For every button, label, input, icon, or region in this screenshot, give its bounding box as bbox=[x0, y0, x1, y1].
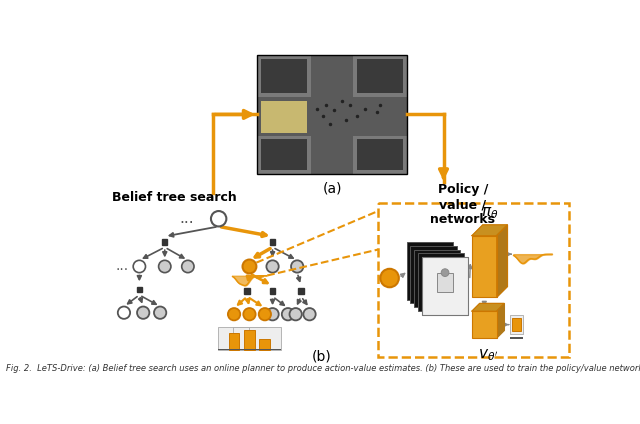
Bar bbox=[249, 349, 281, 350]
Bar bbox=[414, 250, 460, 307]
Circle shape bbox=[291, 260, 303, 273]
Bar bbox=[422, 257, 468, 315]
Bar bbox=[270, 239, 275, 245]
Text: Belief tree search: Belief tree search bbox=[111, 191, 236, 204]
Circle shape bbox=[380, 269, 399, 287]
Circle shape bbox=[159, 260, 171, 273]
Circle shape bbox=[137, 307, 149, 319]
Circle shape bbox=[266, 308, 279, 321]
Circle shape bbox=[243, 308, 255, 321]
Bar bbox=[357, 139, 403, 170]
Polygon shape bbox=[472, 304, 504, 311]
Bar bbox=[418, 254, 464, 311]
Bar bbox=[244, 288, 250, 294]
Bar bbox=[137, 287, 142, 292]
Bar bbox=[234, 326, 266, 350]
Bar bbox=[511, 338, 523, 339]
Text: ...: ... bbox=[179, 211, 194, 226]
Circle shape bbox=[118, 307, 130, 319]
Text: (a): (a) bbox=[323, 182, 342, 196]
Polygon shape bbox=[497, 225, 508, 297]
Bar bbox=[162, 239, 168, 245]
Bar bbox=[228, 333, 239, 350]
Bar bbox=[257, 55, 407, 174]
Text: Fig. 2.  LeTS-Drive: (a) Belief tree search uses an online planner to produce ac: Fig. 2. LeTS-Drive: (a) Belief tree sear… bbox=[6, 364, 640, 373]
Bar bbox=[270, 288, 275, 294]
Circle shape bbox=[211, 211, 227, 226]
Circle shape bbox=[228, 308, 240, 321]
Bar bbox=[249, 326, 281, 350]
Bar bbox=[511, 315, 523, 334]
Text: $\pi_{\theta}$: $\pi_{\theta}$ bbox=[481, 205, 499, 221]
Circle shape bbox=[154, 307, 166, 319]
Bar bbox=[437, 273, 452, 292]
Bar bbox=[259, 339, 270, 350]
Circle shape bbox=[289, 308, 302, 321]
Circle shape bbox=[282, 308, 294, 321]
Bar bbox=[218, 326, 250, 350]
Bar bbox=[406, 242, 452, 300]
Bar bbox=[422, 257, 468, 315]
Text: $v_{\theta^{\prime}}$: $v_{\theta^{\prime}}$ bbox=[478, 347, 499, 363]
Bar bbox=[261, 59, 307, 93]
Bar bbox=[472, 236, 497, 297]
Bar bbox=[512, 318, 521, 331]
Bar bbox=[234, 349, 266, 350]
Circle shape bbox=[243, 259, 257, 273]
Bar bbox=[257, 55, 407, 174]
Bar bbox=[357, 59, 403, 93]
Bar bbox=[218, 349, 250, 350]
Circle shape bbox=[259, 308, 271, 321]
Bar bbox=[410, 245, 456, 304]
Circle shape bbox=[303, 308, 316, 321]
Bar bbox=[244, 329, 255, 350]
Bar bbox=[261, 139, 307, 170]
Text: Policy /
value /
networks: Policy / value / networks bbox=[430, 183, 495, 226]
Bar bbox=[261, 101, 307, 133]
Bar bbox=[298, 288, 304, 294]
Text: (b): (b) bbox=[312, 350, 332, 364]
Text: ...: ... bbox=[116, 259, 129, 273]
Bar bbox=[311, 55, 353, 174]
Polygon shape bbox=[497, 304, 504, 338]
Polygon shape bbox=[472, 225, 508, 236]
Circle shape bbox=[182, 260, 194, 273]
Bar bbox=[472, 311, 497, 338]
Bar bbox=[257, 97, 407, 136]
Circle shape bbox=[133, 260, 145, 273]
Circle shape bbox=[266, 260, 279, 273]
Circle shape bbox=[441, 269, 449, 276]
